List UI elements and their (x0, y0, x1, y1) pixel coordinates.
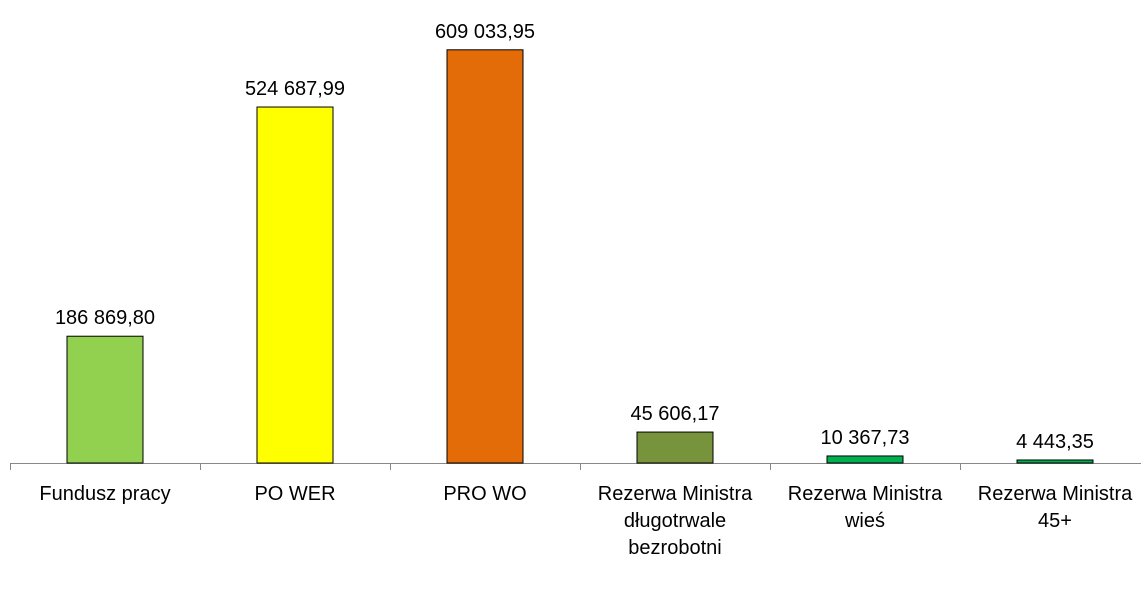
x-tick-label: Fundusz pracy (39, 483, 171, 505)
x-tick-label: PO WER (254, 483, 336, 505)
x-tick-label-box: PO WER (254, 483, 336, 505)
x-tick-label-box: Rezerwa Ministra długotrwale bezrobotni (597, 483, 753, 559)
x-tick-label-box: Rezerwa Ministra 45+ (977, 483, 1133, 532)
data-label: 45 606,17 (631, 403, 720, 425)
bar (66, 335, 144, 464)
data-label: 609 033,95 (435, 21, 535, 43)
x-tick-label: PRO WO (443, 483, 527, 505)
x-tick-label: Rezerwa Ministra 45+ (977, 483, 1133, 532)
data-label: 4 443,35 (1016, 431, 1094, 453)
x-tick-label-box: Fundusz pracy (39, 483, 171, 505)
x-tick-label: Rezerwa Ministra wieś (787, 483, 943, 532)
x-tick-label: Rezerwa Ministra długotrwale bezrobotni (597, 483, 753, 559)
data-label: 186 869,80 (55, 307, 155, 329)
bar (1016, 459, 1094, 464)
bar (446, 49, 524, 464)
bar (826, 455, 904, 464)
data-label: 10 367,73 (821, 427, 910, 449)
bar (636, 431, 714, 464)
data-label: 524 687,99 (245, 78, 345, 100)
x-tick-label-box: Rezerwa Ministra wieś (787, 483, 943, 532)
x-tick-label-box: PRO WO (443, 483, 527, 505)
bar (256, 106, 334, 464)
